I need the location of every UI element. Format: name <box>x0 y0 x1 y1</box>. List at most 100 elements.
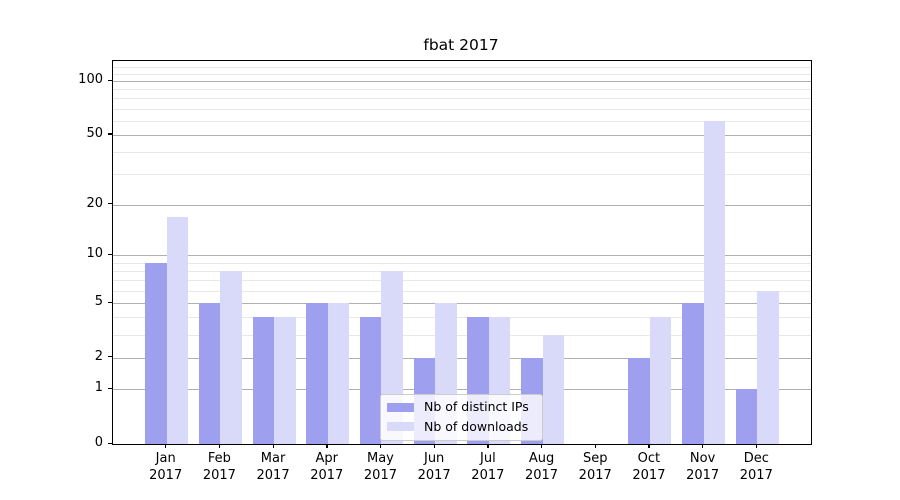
x-tick-label: Jul 2017 <box>461 451 515 484</box>
x-tick-mark <box>702 444 704 449</box>
bar-downloads-oct <box>649 317 672 444</box>
y-tick-mark <box>108 253 112 256</box>
minor-gridline <box>113 108 811 110</box>
x-tick-label: Jun 2017 <box>407 451 461 484</box>
x-tick-mark <box>487 444 489 449</box>
x-tick-mark <box>379 444 382 449</box>
bar-distinct-ips-oct <box>628 357 650 444</box>
y-tick-mark <box>108 133 112 135</box>
bar-downloads-dec <box>757 290 779 444</box>
legend-swatch-downloads <box>387 422 414 432</box>
x-tick-year: 2017 <box>632 467 666 483</box>
bar-distinct-ips-mar <box>252 317 275 444</box>
y-tick-mark <box>108 203 112 205</box>
legend-label: Nb of downloads <box>424 418 529 434</box>
x-tick-mark <box>272 444 274 449</box>
y-tick-mark <box>108 79 112 81</box>
x-tick-month: Nov <box>689 451 716 466</box>
minor-gridline <box>113 73 811 75</box>
y-tick-label: 2 <box>94 348 103 364</box>
x-tick-month: Jun <box>423 451 445 466</box>
x-tick-label: Nov 2017 <box>676 451 730 484</box>
x-tick-month: Jan <box>155 451 176 466</box>
y-tick-mark <box>108 301 112 303</box>
x-tick-label: Feb 2017 <box>192 451 246 484</box>
minor-gridline <box>113 151 811 153</box>
minor-gridline <box>113 262 811 264</box>
x-tick-year: 2017 <box>310 467 344 483</box>
x-tick-month: Apr <box>315 451 339 466</box>
y-tick-label: 100 <box>78 72 103 88</box>
bar-downloads-mar <box>274 317 296 444</box>
legend-label: Nb of distinct IPs <box>424 399 529 414</box>
legend-item: Nb of downloads <box>387 418 534 434</box>
x-tick-label: May 2017 <box>353 451 407 484</box>
minor-gridline <box>113 334 811 336</box>
y-tick-label: 0 <box>94 435 103 450</box>
x-tick-month: Dec <box>743 451 769 466</box>
x-tick-label: Dec 2017 <box>729 451 783 484</box>
x-tick-year: 2017 <box>739 467 773 483</box>
major-gridline <box>113 357 811 359</box>
x-tick-month: May <box>367 451 394 466</box>
bar-distinct-ips-jan <box>145 262 167 444</box>
minor-gridline <box>113 89 811 91</box>
x-tick-mark <box>326 444 328 449</box>
x-tick-label: Aug 2017 <box>515 451 569 484</box>
x-tick-year: 2017 <box>149 467 183 483</box>
x-tick-mark <box>218 444 221 449</box>
major-gridline <box>113 255 811 257</box>
y-tick-mark <box>108 442 112 444</box>
x-tick-label: Oct 2017 <box>622 451 676 484</box>
x-tick-year: 2017 <box>417 467 451 483</box>
x-tick-mark <box>648 444 650 449</box>
x-tick-year: 2017 <box>363 467 397 483</box>
minor-gridline <box>113 173 811 175</box>
x-tick-month: Oct <box>637 451 661 466</box>
bar-downloads-feb <box>220 271 242 444</box>
bar-downloads-apr <box>327 303 350 444</box>
x-tick-mark <box>433 444 435 449</box>
bar-downloads-aug <box>542 334 564 444</box>
x-tick-year: 2017 <box>256 467 290 483</box>
x-tick-year: 2017 <box>202 467 236 483</box>
major-gridline <box>113 134 811 136</box>
x-tick-year: 2017 <box>471 467 505 483</box>
y-tick-label: 5 <box>94 294 103 310</box>
bar-distinct-ips-may <box>359 317 382 444</box>
bar-downloads-nov <box>703 120 726 444</box>
y-tick-label: 50 <box>86 125 103 141</box>
major-gridline <box>113 81 811 83</box>
y-tick-label: 20 <box>86 195 103 211</box>
chart-title: fbat 2017 <box>423 36 499 54</box>
x-tick-label: Jan 2017 <box>139 451 193 484</box>
x-tick-month: Sep <box>582 451 608 466</box>
x-tick-mark <box>165 444 167 449</box>
minor-gridline <box>113 271 811 273</box>
minor-gridline <box>113 66 811 68</box>
x-tick-mark <box>594 444 597 449</box>
minor-gridline <box>113 280 811 282</box>
minor-gridline <box>113 98 811 100</box>
x-tick-month: Feb <box>207 451 231 466</box>
minor-gridline <box>113 120 811 122</box>
legend: Nb of distinct IPs Nb of downloads <box>380 394 543 441</box>
x-tick-mark <box>755 444 758 449</box>
y-tick-mark <box>108 387 112 390</box>
x-tick-year: 2017 <box>524 467 559 483</box>
bar-distinct-ips-dec <box>735 389 758 444</box>
plot-area <box>112 60 812 445</box>
legend-swatch-distinct-ips <box>387 402 414 412</box>
x-tick-label: Apr 2017 <box>300 451 354 484</box>
bar-distinct-ips-feb <box>198 303 221 444</box>
x-tick-month: Mar <box>260 451 286 466</box>
bar-distinct-ips-apr <box>306 303 328 444</box>
x-tick-month: Jul <box>480 451 496 466</box>
legend-item: Nb of distinct IPs <box>387 399 534 414</box>
x-tick-month: Aug <box>528 451 555 466</box>
x-tick-year: 2017 <box>578 467 612 483</box>
x-tick-mark <box>541 444 543 449</box>
bar-distinct-ips-nov <box>682 303 704 444</box>
y-tick-mark <box>108 356 112 358</box>
